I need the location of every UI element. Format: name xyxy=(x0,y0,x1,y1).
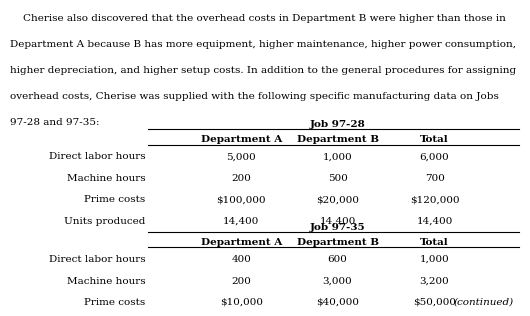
Text: 3,200: 3,200 xyxy=(420,276,449,285)
Text: 97-28 and 97-35:: 97-28 and 97-35: xyxy=(10,118,99,127)
Text: $20,000: $20,000 xyxy=(316,195,359,204)
Text: 6,000: 6,000 xyxy=(420,152,449,161)
Text: 700: 700 xyxy=(425,174,445,183)
Text: 14,400: 14,400 xyxy=(223,217,259,226)
Text: 600: 600 xyxy=(328,255,348,264)
Text: 5,000: 5,000 xyxy=(226,152,256,161)
Text: 400: 400 xyxy=(231,255,251,264)
Text: Prime costs: Prime costs xyxy=(84,298,146,307)
Text: 14,400: 14,400 xyxy=(320,217,356,226)
Text: 1,000: 1,000 xyxy=(420,255,449,264)
Text: Total: Total xyxy=(420,135,449,144)
Text: Department A because B has more equipment, higher maintenance, higher power cons: Department A because B has more equipmen… xyxy=(10,40,516,49)
Text: 500: 500 xyxy=(328,174,348,183)
Text: 14,400: 14,400 xyxy=(417,217,453,226)
Text: Department A: Department A xyxy=(200,135,282,144)
Text: $40,000: $40,000 xyxy=(316,298,359,307)
Text: $100,000: $100,000 xyxy=(216,195,266,204)
Text: Total: Total xyxy=(420,238,449,246)
Text: Units produced: Units produced xyxy=(64,217,146,226)
Text: (continued): (continued) xyxy=(454,298,514,307)
Text: Job 97-28: Job 97-28 xyxy=(310,120,366,129)
Text: Cherise also discovered that the overhead costs in Department B were higher than: Cherise also discovered that the overhea… xyxy=(10,14,506,23)
Text: 1,000: 1,000 xyxy=(323,152,352,161)
Text: overhead costs, Cherise was supplied with the following specific manufacturing d: overhead costs, Cherise was supplied wit… xyxy=(10,92,498,101)
Text: 3,000: 3,000 xyxy=(323,276,352,285)
Text: Department B: Department B xyxy=(297,238,378,246)
Text: Department A: Department A xyxy=(200,238,282,246)
Text: $50,000: $50,000 xyxy=(413,298,456,307)
Text: Department B: Department B xyxy=(297,135,378,144)
Text: Direct labor hours: Direct labor hours xyxy=(49,152,146,161)
Text: $10,000: $10,000 xyxy=(219,298,263,307)
Text: 200: 200 xyxy=(231,276,251,285)
Text: $120,000: $120,000 xyxy=(410,195,460,204)
Text: Machine hours: Machine hours xyxy=(67,174,146,183)
Text: Machine hours: Machine hours xyxy=(67,276,146,285)
Text: Direct labor hours: Direct labor hours xyxy=(49,255,146,264)
Text: 200: 200 xyxy=(231,174,251,183)
Text: Prime costs: Prime costs xyxy=(84,195,146,204)
Text: higher depreciation, and higher setup costs. In addition to the general procedur: higher depreciation, and higher setup co… xyxy=(10,66,516,75)
Text: Job 97-35: Job 97-35 xyxy=(310,223,366,232)
